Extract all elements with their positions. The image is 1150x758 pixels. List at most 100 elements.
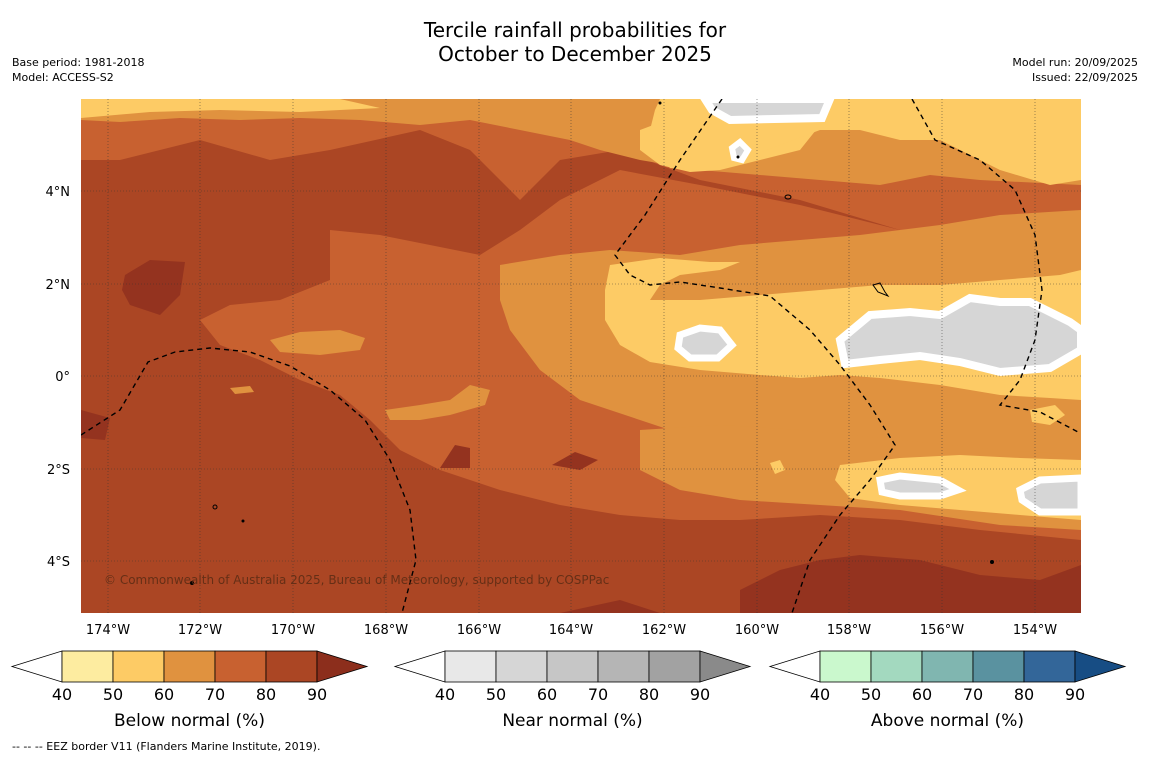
colorbar-tick-label: 90 [690, 685, 710, 704]
nn-region [700, 99, 835, 125]
lon-label: 172°W [178, 623, 222, 638]
nn-region [1016, 474, 1081, 516]
eez-border [911, 99, 1079, 433]
bn-90-region [122, 260, 185, 315]
bn-50-region [81, 99, 380, 118]
meta-right: Model run: 20/09/2025 Issued: 22/09/2025 [1012, 55, 1138, 85]
nn-region [674, 324, 737, 362]
bn-60-region [270, 330, 365, 355]
lon-label: 168°W [364, 623, 408, 638]
colorbar-segment [214, 650, 267, 683]
colorbar-tick-label: 70 [205, 685, 225, 704]
island [212, 504, 218, 510]
nn-region [875, 472, 967, 500]
colorbar-segment [870, 650, 923, 683]
map-panel: © Commonwealth of Australia 2025, Bureau… [81, 99, 1081, 613]
bn-60-region [230, 386, 254, 394]
title-line-2: October to December 2025 [438, 42, 712, 66]
lon-label: 174°W [86, 623, 130, 638]
colorbar-under-triangle [393, 650, 446, 683]
map-title: Tercile rainfall probabilities for Octob… [0, 18, 1150, 66]
colorbar-tick-label: 70 [963, 685, 983, 704]
colorbar-segment [921, 650, 974, 683]
lon-label: 154°W [1013, 623, 1057, 638]
colorbar-title: Below normal (%) [114, 711, 265, 731]
colorbar-tick-label: 50 [486, 685, 506, 704]
island [784, 194, 792, 200]
colorbar-segment [972, 650, 1025, 683]
nn-region [728, 138, 752, 164]
colorbar-segment [495, 650, 548, 683]
colorbar: 40 50 60 70 80 90 Near normal (%) [393, 650, 752, 731]
colorbar-segment [546, 650, 599, 683]
colorbar-tick-label: 60 [912, 685, 932, 704]
island [736, 155, 740, 159]
colorbars: 40 50 60 70 80 90 Below normal (%) 40 50 60 70 80 90… [10, 650, 1127, 731]
colorbar-tick-label: 50 [861, 685, 881, 704]
island [241, 519, 245, 523]
model-run: Model run: 20/09/2025 [1012, 56, 1138, 69]
colorbar-segment [265, 650, 318, 683]
colorbar-title: Near normal (%) [502, 711, 642, 731]
colorbar-segment [597, 650, 650, 683]
lat-label: 4°S [47, 555, 70, 570]
colorbar-tick-label: 60 [537, 685, 557, 704]
colorbar-tick-label: 60 [154, 685, 174, 704]
colorbar-segment [819, 650, 872, 683]
colorbar-under-triangle [10, 650, 63, 683]
footnote: -- -- -- EEZ border V11 (Flanders Marine… [12, 740, 321, 753]
colorbar-title: Above normal (%) [871, 711, 1024, 731]
bn-60-region [385, 385, 490, 420]
issued-date: Issued: 22/09/2025 [1031, 71, 1138, 84]
nn-regions [674, 99, 1081, 516]
colorbar-under-triangle [768, 650, 821, 683]
lat-label: 4°N [46, 185, 71, 200]
colorbar-tick-label: 70 [588, 685, 608, 704]
bn-90-region [552, 452, 598, 470]
lat-label: 2°S [47, 463, 70, 478]
model-name: Model: ACCESS-S2 [12, 71, 114, 84]
bn-90-region [560, 600, 660, 613]
nn-region [835, 293, 1081, 377]
lon-label: 156°W [920, 623, 964, 638]
colorbar-segment [163, 650, 216, 683]
bn-90-region [740, 555, 1081, 613]
base-period: Base period: 1981-2018 [12, 56, 145, 69]
colorbar-over-triangle [699, 650, 752, 683]
island [990, 560, 994, 564]
colorbar-tick-label: 40 [810, 685, 830, 704]
bn-50-region [770, 460, 785, 474]
colorbar-tick-label: 80 [1014, 685, 1034, 704]
colorbar-tick-label: 90 [1065, 685, 1085, 704]
colorbar: 40 50 60 70 80 90 Below normal (%) [10, 650, 369, 731]
bn-90-region [440, 445, 470, 468]
bn-90-region [81, 410, 110, 440]
bn-50-region [1030, 405, 1065, 425]
colorbar: 40 50 60 70 80 90 Above normal (%) [768, 650, 1127, 731]
colorbar-segment [444, 650, 497, 683]
island [190, 581, 194, 585]
colorbar-tick-label: 50 [103, 685, 123, 704]
colorbar-tick-label: 40 [52, 685, 72, 704]
lon-label: 164°W [549, 623, 593, 638]
colorbar-segment [1023, 650, 1076, 683]
lon-label: 166°W [457, 623, 501, 638]
island [658, 101, 662, 105]
lon-label: 162°W [642, 623, 686, 638]
eez-border [614, 99, 896, 613]
colorbar-segment [61, 650, 114, 683]
lon-label: 158°W [827, 623, 871, 638]
colorbar-segment [648, 650, 701, 683]
eez-borders [81, 99, 1079, 613]
colorbar-tick-label: 80 [639, 685, 659, 704]
lat-label: 2°N [46, 278, 71, 293]
colorbar-over-triangle [316, 650, 369, 683]
lat-label: 0° [55, 370, 70, 385]
colorbar-tick-label: 90 [307, 685, 327, 704]
lon-label: 160°W [735, 623, 779, 638]
island [872, 282, 890, 298]
lon-label: 170°W [271, 623, 315, 638]
colorbar-tick-label: 80 [256, 685, 276, 704]
title-line-1: Tercile rainfall probabilities for [423, 18, 727, 42]
